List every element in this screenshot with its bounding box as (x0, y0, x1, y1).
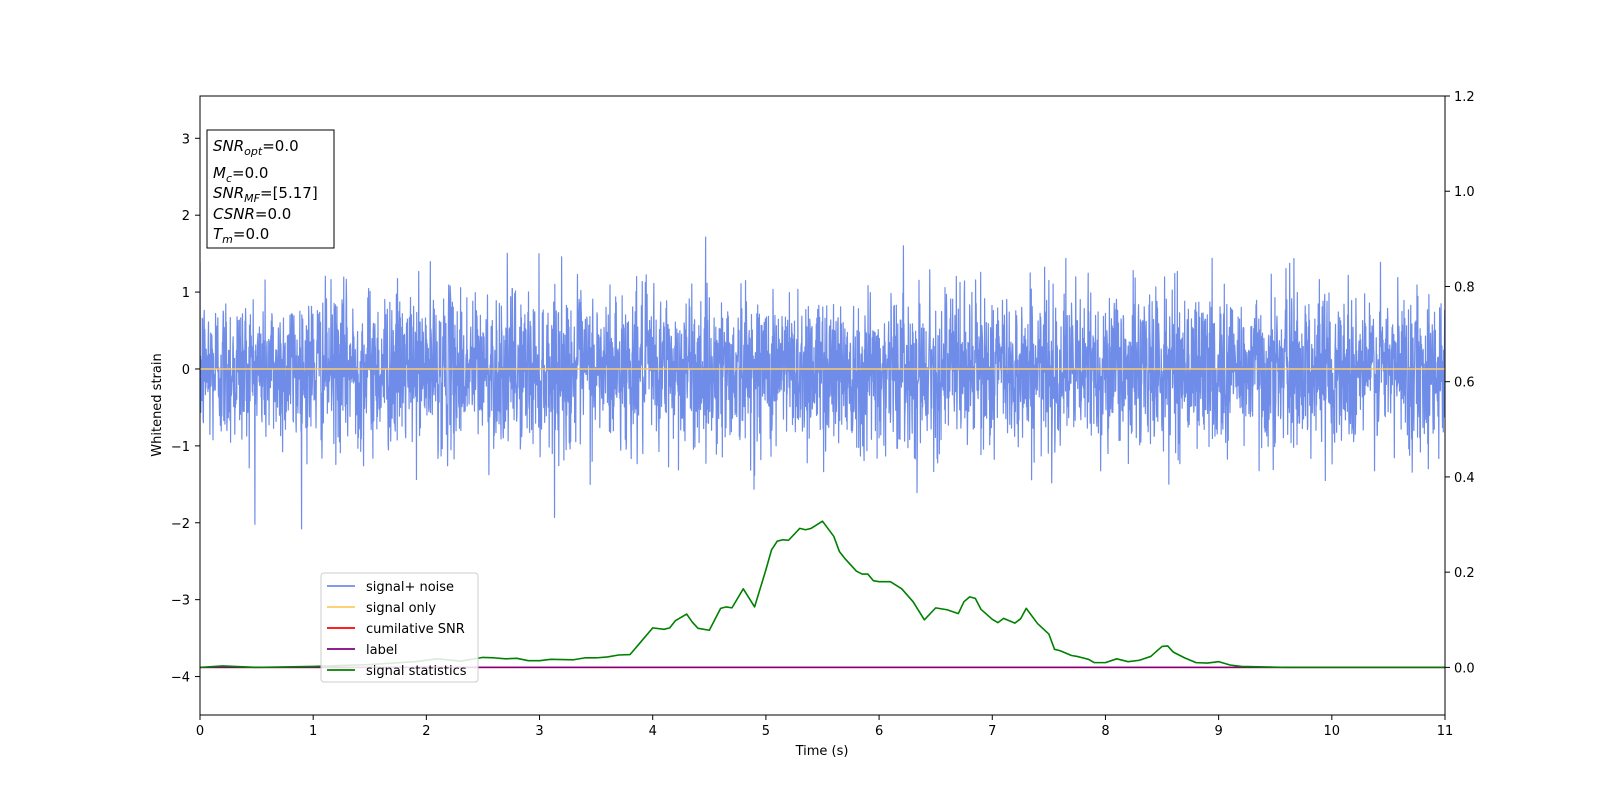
x-axis-label: Time (s) (795, 744, 849, 759)
x-tick-label: 11 (1437, 724, 1454, 739)
x-axis: 0 1 2 3 4 5 6 7 8 9 10 11 (196, 715, 1453, 739)
y-axis-label: Whitened strain (150, 353, 165, 456)
info-line: Mc=0.0 (213, 164, 268, 185)
y-tick-label: 3 (182, 132, 190, 147)
x-tick-label: 10 (1324, 724, 1341, 739)
info-subscript: MF (244, 192, 260, 205)
y-tick-label: −2 (171, 517, 190, 532)
info-line: Tm=0.0 (213, 225, 269, 246)
y-tick-label: −1 (171, 440, 190, 455)
plot-frame (199, 95, 1446, 716)
info-subscript: m (222, 233, 233, 246)
y2-tick-label: 1.2 (1454, 90, 1475, 105)
y-tick-label: 2 (182, 209, 190, 224)
x-tick-label: 3 (535, 724, 543, 739)
y-axis-right: 0.0 0.2 0.4 0.6 0.8 1.0 1.2 (1445, 90, 1475, 676)
info-symbol: T (213, 225, 224, 243)
info-symbol: M (213, 164, 226, 182)
series-signal-statistics (200, 520, 1445, 669)
y-axis-left: −4 −3 −2 −1 0 1 2 3 (171, 132, 200, 686)
info-value: =0.0 (255, 205, 291, 223)
y-tick-label: 1 (182, 286, 190, 301)
y2-tick-label: 0.2 (1454, 566, 1475, 581)
info-value: =0.0 (262, 137, 298, 155)
legend-label: signal only (366, 601, 436, 616)
y2-tick-label: 0.6 (1454, 376, 1475, 391)
y2-tick-label: 1.0 (1454, 185, 1475, 200)
y-tick-label: −3 (171, 594, 190, 609)
info-box: SNRopt=0.0Mc=0.0SNRMF=[5.17]CSNR=0.0Tm=0… (206, 129, 335, 249)
info-value: =0.0 (232, 164, 268, 182)
legend-label: signal statistics (366, 664, 467, 679)
info-symbol: CSNR (213, 205, 255, 223)
info-symbol: SNR (213, 184, 244, 202)
x-tick-label: 0 (196, 724, 204, 739)
y-tick-label: 0 (182, 363, 190, 378)
info-line: SNRopt=0.0 (213, 137, 299, 158)
x-tick-label: 1 (309, 724, 317, 739)
y2-tick-label: 0.8 (1454, 280, 1475, 295)
info-value: =[5.17] (260, 184, 318, 202)
info-value: =0.0 (233, 225, 269, 243)
info-subscript: opt (244, 145, 263, 158)
x-tick-label: 4 (649, 724, 657, 739)
info-line: CSNR=0.0 (213, 205, 291, 223)
x-tick-label: 8 (1101, 724, 1109, 739)
x-tick-label: 9 (1214, 724, 1222, 739)
info-line: SNRMF=[5.17] (213, 184, 318, 205)
legend-label: signal+ noise (366, 580, 454, 595)
legend-label: label (366, 643, 397, 658)
info-symbol: SNR (213, 137, 244, 155)
legend: signal+ noise signal only cumilative SNR la… (320, 572, 479, 683)
y2-tick-label: 0.4 (1454, 471, 1475, 486)
legend-label: cumilative SNR (366, 622, 465, 637)
y2-tick-label: 0.0 (1454, 661, 1475, 676)
x-tick-label: 6 (875, 724, 883, 739)
y-tick-label: −4 (171, 671, 190, 686)
info-subscript: c (226, 172, 232, 185)
x-tick-label: 5 (762, 724, 770, 739)
x-tick-label: 2 (422, 724, 430, 739)
x-tick-label: 7 (988, 724, 996, 739)
legend-frame (320, 572, 479, 683)
info-box-frame (206, 129, 335, 249)
